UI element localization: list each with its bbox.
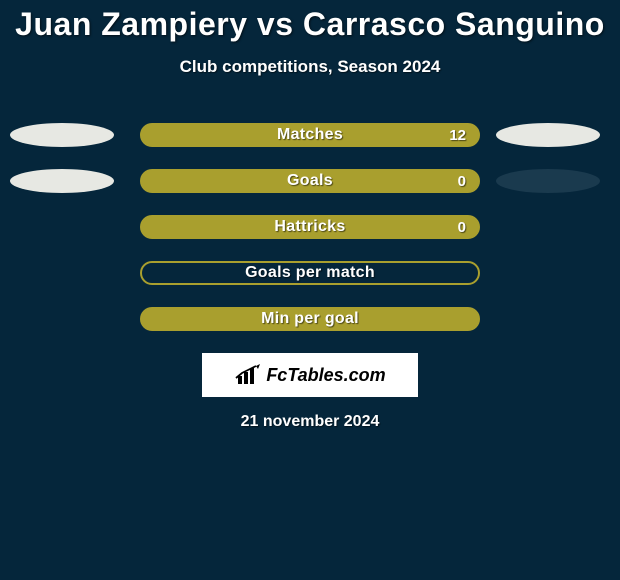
stats-rows: Matches 12 Goals 0 Hattricks 0 Goals per… bbox=[0, 123, 620, 331]
stat-value: 12 bbox=[449, 127, 466, 144]
stat-row-min-per-goal: Min per goal bbox=[0, 307, 620, 331]
comparison-card: Juan Zampiery vs Carrasco Sanguino Club … bbox=[0, 0, 620, 431]
page-title: Juan Zampiery vs Carrasco Sanguino bbox=[0, 6, 620, 43]
stat-value: 0 bbox=[458, 173, 466, 190]
stat-bar: Matches 12 bbox=[140, 123, 480, 147]
stat-label: Min per goal bbox=[261, 310, 359, 328]
stat-row-goals: Goals 0 bbox=[0, 169, 620, 193]
stat-bar: Hattricks 0 bbox=[140, 215, 480, 239]
stat-row-matches: Matches 12 bbox=[0, 123, 620, 147]
stat-label: Matches bbox=[277, 126, 343, 144]
stat-bar: Goals 0 bbox=[140, 169, 480, 193]
date: 21 november 2024 bbox=[0, 413, 620, 431]
left-ellipse bbox=[10, 123, 114, 147]
left-ellipse bbox=[10, 169, 114, 193]
logo-box: FcTables.com bbox=[202, 353, 418, 397]
subtitle: Club competitions, Season 2024 bbox=[0, 57, 620, 77]
right-ellipse bbox=[496, 169, 600, 193]
logo: FcTables.com bbox=[234, 364, 385, 386]
stat-label: Hattricks bbox=[274, 218, 345, 236]
logo-text: FcTables.com bbox=[266, 365, 385, 386]
stat-label: Goals per match bbox=[245, 264, 375, 282]
chart-icon bbox=[234, 364, 262, 386]
stat-row-hattricks: Hattricks 0 bbox=[0, 215, 620, 239]
stat-label: Goals bbox=[287, 172, 333, 190]
stat-bar: Min per goal bbox=[140, 307, 480, 331]
stat-value: 0 bbox=[458, 219, 466, 236]
right-ellipse bbox=[496, 123, 600, 147]
stat-bar: Goals per match bbox=[140, 261, 480, 285]
stat-row-goals-per-match: Goals per match bbox=[0, 261, 620, 285]
